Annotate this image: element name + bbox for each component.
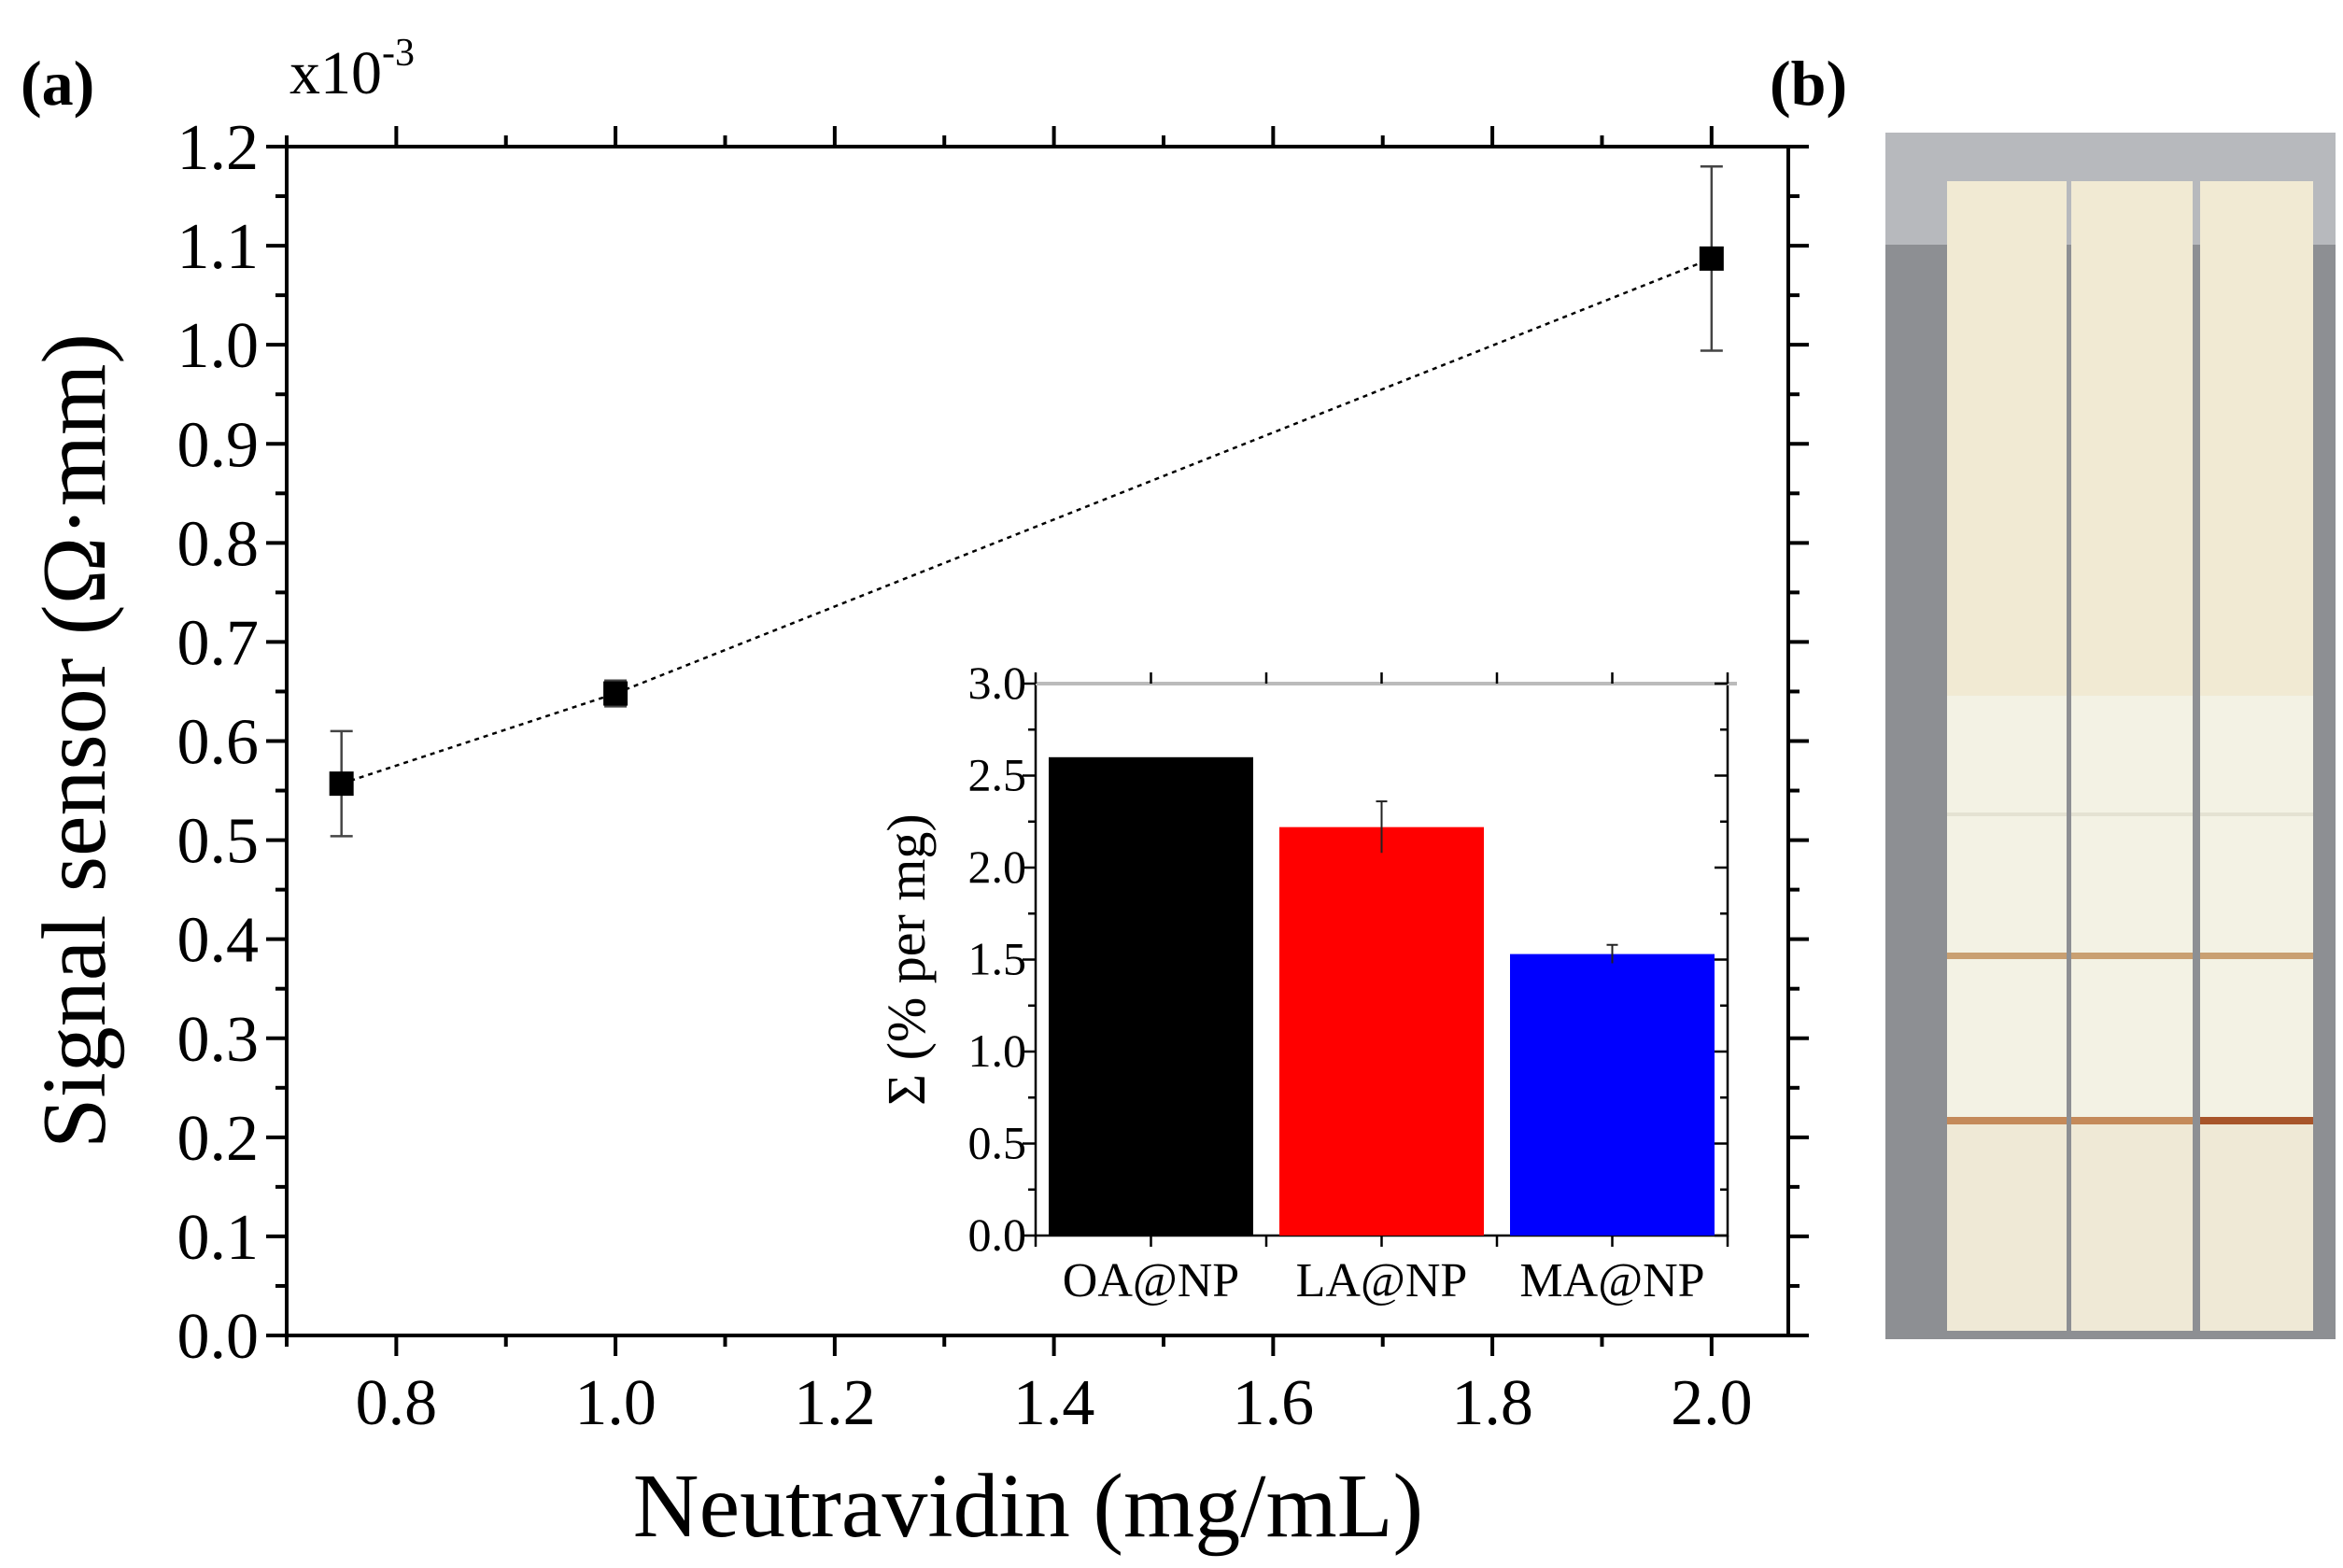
bar-la-at-np [1279,826,1484,1236]
test-strip-photo [1885,133,2336,1339]
inset-bar-chart: 0.0 0.5 1.0 1.5 2.0 2.5 3.0 Σ (% per mg) OA@NP LA… [876,657,1737,1307]
y-tick-label: 0.6 [177,707,260,779]
inset-x-tick-label: OA@NP [1063,1254,1239,1307]
y-tick-label: 0.1 [177,1202,260,1274]
strip-test-line [2071,1117,2193,1124]
bar-oa-at-np [1049,756,1253,1236]
strip-membrane [2200,696,2313,1119]
strip-absorbent-pad [2071,1124,2193,1331]
strip-control-line [1947,953,2067,959]
y-tick-label: 0.8 [177,508,260,580]
strip-membrane [1947,696,2067,1119]
strip-divider [2200,812,2313,816]
strip-control-line [2071,953,2193,959]
x-tick-label: 1.8 [1451,1367,1533,1439]
x-tick-label: 1.6 [1233,1367,1315,1439]
strip-sample-pad [1947,181,2067,696]
x-axis-title: Neutravidin (mg/mL) [633,1456,1423,1557]
inset-y-tick-label: 0.5 [968,1117,1027,1169]
y-tick-label: 0.0 [177,1301,260,1373]
inset-y-tick-label: 0.0 [968,1208,1027,1261]
y-tick-label: 0.3 [177,1004,260,1076]
x-tick-label: 1.2 [794,1367,876,1439]
inset-y-tick-label: 2.5 [968,749,1027,801]
strip-test-line [2200,1117,2313,1124]
inset-x-tick-label: LA@NP [1296,1254,1468,1307]
y-multiplier: x10-3 [289,32,415,107]
main-plot: 0.00.10.20.30.40.50.60.70.80.91.01.11.20… [24,112,1809,1557]
inset-y-tick-label: 1.0 [968,1024,1027,1077]
y-tick-label: 0.9 [177,409,260,481]
strip-sample-pad [2071,181,2193,696]
x-tick-label: 1.4 [1013,1367,1095,1439]
panel-label-b: (b) [1770,48,1847,119]
strip-test-line [1947,1117,2067,1124]
strip-absorbent-pad [2200,1124,2313,1331]
fit-line [341,257,1713,785]
y-tick-label: 0.2 [177,1103,260,1175]
bar-ma-at-np [1510,954,1715,1236]
strip-membrane [2071,696,2193,1119]
inset-y-tick-label: 1.5 [968,933,1027,985]
y-tick-label: 1.0 [177,310,260,382]
y-tick-label: 0.7 [177,607,260,679]
x-tick-label: 2.0 [1671,1367,1753,1439]
x-tick-label: 0.8 [356,1367,438,1439]
inset-y-tick-label: 3.0 [968,657,1027,709]
panel-label-a: (a) [21,48,94,119]
strip-divider [2071,812,2193,816]
inset-x-tick-label: MA@NP [1519,1254,1704,1307]
strip-divider [1947,812,2067,816]
inset-y-tick-label: 2.0 [968,841,1027,893]
y-tick-label: 1.1 [177,211,260,283]
y-tick-label: 1.2 [177,112,260,184]
y-axis-title: Signal sensor (Ω·mm) [24,333,125,1149]
strip-absorbent-pad [1947,1124,2067,1331]
inset-y-axis-title: Σ (% per mg) [876,813,937,1105]
x-tick-label: 1.0 [574,1367,656,1439]
strip-control-line [2200,953,2313,959]
data-point [329,771,354,797]
y-tick-label: 0.4 [177,905,260,977]
y-tick-label: 0.5 [177,806,260,878]
data-point [1699,246,1724,271]
strip-sample-pad [2200,181,2313,696]
data-point [603,681,628,706]
